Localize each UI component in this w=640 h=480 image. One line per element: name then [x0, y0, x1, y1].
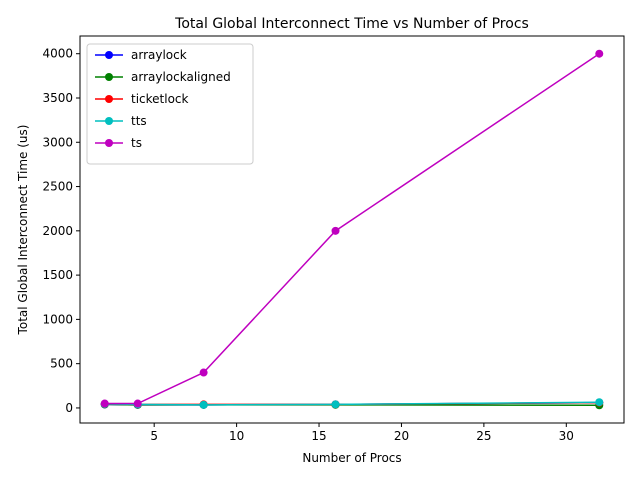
y-axis-label: Total Global Interconnect Time (us): [16, 125, 30, 336]
data-point-ts-2: [100, 399, 109, 408]
legend-label: ts: [131, 136, 142, 150]
y-tick-label-1500: 1500: [42, 268, 73, 282]
plot-area: [100, 49, 604, 410]
y-tick-label-1000: 1000: [42, 312, 73, 326]
legend-label: tts: [131, 114, 147, 128]
x-axis: 5 10 15 20 25 30: [150, 423, 574, 443]
series-ts: [100, 49, 604, 408]
legend-label: ticketlock: [131, 92, 189, 106]
data-point-ts-16: [331, 226, 340, 235]
y-tick-label-2000: 2000: [42, 224, 73, 238]
legend-label: arraylockaligned: [131, 70, 231, 84]
legend-item-ts: ts: [95, 136, 142, 150]
x-tick-label-25: 25: [476, 429, 491, 443]
y-tick-label-4000: 4000: [42, 47, 73, 61]
x-tick-label-15: 15: [311, 429, 326, 443]
legend-item-arraylock: arraylock: [95, 48, 187, 62]
y-tick-label-0: 0: [65, 401, 73, 415]
legend-swatch-marker: [105, 51, 113, 59]
legend-item-tts: tts: [95, 114, 147, 128]
legend-item-ticketlock: ticketlock: [95, 92, 189, 106]
y-tick-label-3000: 3000: [42, 135, 73, 149]
plot-frame: [79, 35, 625, 424]
series-tts: [100, 398, 604, 409]
x-tick-label-10: 10: [229, 429, 244, 443]
legend: arraylock arraylockaligned ticketlock tts ts: [86, 43, 254, 165]
y-tick-label-3500: 3500: [42, 91, 73, 105]
y-tick-label-2500: 2500: [42, 180, 73, 194]
data-point-ts-4: [133, 399, 142, 408]
data-point-tts-32: [595, 398, 604, 407]
x-tick-label-5: 5: [150, 429, 158, 443]
legend-label: arraylock: [131, 48, 187, 62]
data-point-tts-8: [199, 400, 208, 409]
data-point-ts-8: [199, 368, 208, 377]
data-point-tts-16: [331, 400, 340, 409]
legend-swatch-marker: [105, 117, 113, 125]
legend-item-arraylockaligned: arraylockaligned: [95, 70, 231, 84]
data-point-ts-32: [595, 49, 604, 58]
x-axis-label: Number of Procs: [302, 451, 401, 465]
x-tick-label-20: 20: [394, 429, 409, 443]
legend-swatch-marker: [105, 73, 113, 81]
legend-swatch-marker: [105, 139, 113, 147]
y-axis: 0 500 1000 1500 2000 2500 3000 3500 4000: [42, 47, 80, 415]
x-tick-label-30: 30: [559, 429, 574, 443]
y-tick-label-500: 500: [50, 357, 73, 371]
legend-swatch-marker: [105, 95, 113, 103]
legend-box: [86, 43, 254, 165]
chart-title: Total Global Interconnect Time vs Number…: [174, 16, 529, 32]
